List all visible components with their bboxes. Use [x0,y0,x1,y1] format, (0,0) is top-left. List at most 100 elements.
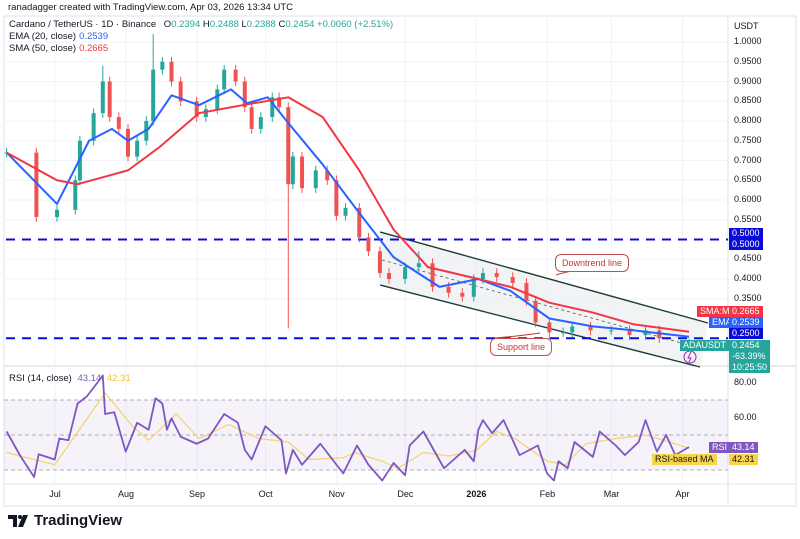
candle [366,232,371,257]
candle [242,76,247,112]
candle [494,268,499,282]
high-value: 0.2488 [209,19,239,30]
candle-body [430,263,435,287]
candle-body [169,61,174,82]
sma-tag-name: SMA:MA [697,306,739,317]
candle [300,151,305,193]
tradingview-logo[interactable]: TradingView [8,512,122,529]
candle-body [290,156,295,185]
candle [125,124,130,162]
candle [169,57,174,87]
time-tick: Mar [603,489,620,499]
price-tick: 0.6500 [734,174,762,185]
last-price-tag: 0.2454 -63.39% 10:25:50 [729,340,771,373]
price-tick: 0.7500 [734,134,762,145]
change-percent: -63.39% [732,351,766,361]
price-tick: 0.4000 [734,273,762,283]
candle [151,34,156,126]
candle [55,205,59,222]
candle-body [107,81,112,118]
sma-line [6,96,690,333]
candle-body [609,330,614,332]
rsi-line [5,374,690,482]
candle-body [446,286,451,293]
time-tick: Sep [188,489,205,499]
candle-body [277,97,282,108]
candle-body [366,237,371,252]
candle-body [460,292,465,297]
candle-body [403,267,408,279]
candle [313,165,318,193]
channel-mid-line[interactable] [381,259,708,351]
candle-body [547,322,552,333]
candle [377,246,382,278]
candle [233,64,238,87]
price-tick: 0.6000 [734,194,762,204]
candle-body [91,113,96,141]
close-label: C [278,19,286,30]
candle [357,203,362,243]
candle-body [377,251,382,274]
price-tick: 0.8000 [734,115,762,125]
candle [286,102,291,329]
time-tick: Nov [328,489,345,499]
price-tick: 0.5500 [734,213,762,224]
time-tick: Apr [675,489,690,499]
time-tick: Dec [397,489,414,499]
currency-label[interactable]: USDT [734,21,759,31]
low-label: L [241,19,247,30]
candle [570,321,575,338]
candle [194,96,199,122]
downtrend-line[interactable] [379,231,709,324]
candle [258,112,263,134]
open-label: O [163,19,172,30]
candle [178,76,183,106]
candle-body [357,207,362,238]
lightning-icon[interactable] [683,350,697,364]
candle [510,272,515,288]
candle [249,102,254,134]
candle-body [270,97,275,118]
attribution: ranadagger created with TradingView.com,… [8,2,293,13]
rsi-tag-name: RSI [709,442,731,453]
candle [160,57,165,75]
rsi-legend[interactable]: RSI (14, close) 43.14 42.31 [9,373,131,384]
downtrend-annotation[interactable]: Downtrend line [555,254,630,272]
candle [203,104,208,122]
candle-body [116,117,121,129]
chart-frame [3,15,797,507]
candle-body [300,156,305,189]
candle [403,262,408,284]
ema-legend-label: EMA (20, close) [9,31,77,42]
ema-line [5,88,690,338]
rsi-ma-tag: 42.31 [729,454,758,465]
rsi-tag: 43.14 [729,442,758,453]
rsi-ma-legend-value: 42.31 [106,373,131,384]
candle-body [222,69,227,90]
sma-legend-label: SMA (50, close) [9,43,77,54]
price-tick: 0.9500 [734,55,762,66]
sma-legend[interactable]: SMA (50, close) 0.2665 [9,43,108,54]
price-tick: 0.3500 [734,292,762,303]
candle-body [125,128,130,157]
ema-tag: 0.2539 [729,317,763,328]
candle-body [160,61,165,70]
ema-legend[interactable]: EMA (20, close) 0.2539 [9,31,108,42]
support-annotation[interactable]: Support line [490,338,553,356]
candle-body [471,279,476,297]
candle-body [286,107,291,185]
candle-body [242,81,247,108]
candle [34,147,39,222]
candle-body [313,170,318,189]
channel-lower-line[interactable] [379,284,701,368]
level-tag-lower: 0.2500 [729,328,763,339]
candle-body [215,89,220,110]
time-tick: Feb [539,489,556,499]
rsi-ma-tag-name: RSI-based MA [652,454,717,465]
candle [116,112,121,134]
symbol-title[interactable]: Cardano / TetherUS · 1D · Binance [9,19,157,30]
candle-body [249,107,254,129]
close-value: 0.2454 [285,19,315,30]
candle-body [510,277,515,283]
